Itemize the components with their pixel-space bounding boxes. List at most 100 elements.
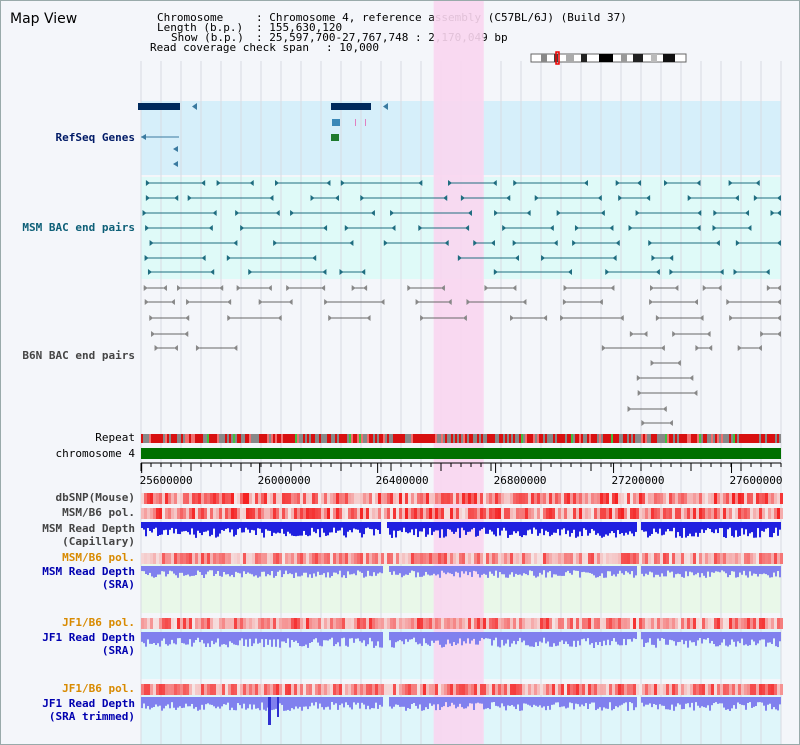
msm-b6-pol-cell — [168, 553, 171, 564]
jf1-b6-pol-cell — [366, 684, 369, 695]
dbsnp-cell — [615, 493, 618, 504]
msm-depth-cap-bar — [541, 522, 543, 529]
msm-depth-sra-bar — [481, 566, 483, 575]
repeat-segment — [557, 434, 559, 443]
jf1-depth-trim-bar — [227, 697, 229, 703]
jf1-b6-pol-cell — [594, 618, 597, 629]
msm-b6-pol-cell — [639, 553, 642, 564]
jf1-b6-pol-cell — [360, 618, 363, 629]
jf1-depth-trim-bar — [489, 697, 491, 710]
msm-b6-pol-cell — [255, 553, 258, 564]
msm-b6-pol-cell — [396, 553, 399, 564]
repeat-segment — [147, 434, 149, 443]
repeat-segment — [155, 434, 157, 443]
b6n-bac-end — [173, 345, 178, 351]
msm-b6-pol-cell — [489, 508, 492, 519]
dbsnp-cell — [606, 493, 609, 504]
jf1-b6-pol-cell — [210, 618, 213, 629]
dbsnp-cell — [693, 493, 696, 504]
jf1-depth-sra-bar — [481, 632, 483, 638]
dbsnp-cell — [567, 493, 570, 504]
jf1-depth-trim-bar — [251, 697, 253, 710]
jf1-depth-sra-bar — [711, 632, 713, 641]
jf1-depth-trim-bar — [245, 697, 247, 710]
jf1-b6-pol-cell — [144, 618, 147, 629]
msm-depth-sra-bar — [673, 566, 675, 578]
jf1-b6-pol-cell — [204, 684, 207, 695]
jf1-b6-pol-cell — [723, 618, 726, 629]
jf1-b6-pol-cell — [567, 618, 570, 629]
jf1-b6-pol-cell — [219, 618, 222, 629]
dbsnp-cell — [657, 493, 660, 504]
msm-b6-pol-cell — [393, 553, 396, 564]
jf1-depth-trim-bar — [323, 697, 325, 710]
jf1-b6-pol-cell — [606, 684, 609, 695]
msm-b6-pol-cell — [222, 553, 225, 564]
jf1-depth-trim-bar — [257, 697, 259, 709]
dbsnp-cell — [765, 493, 768, 504]
msm-b6-pol-cell — [192, 553, 195, 564]
msm-depth-sra-bar — [171, 566, 173, 572]
dbsnp-cell — [684, 493, 687, 504]
jf1-b6-pol-cell — [246, 618, 249, 629]
msm-depth-cap-bar — [525, 522, 527, 536]
msm-depth-cap-bar — [437, 522, 439, 531]
dbsnp-cell — [618, 493, 621, 504]
msm-bac-end — [212, 210, 217, 216]
jf1-depth-sra-bar — [343, 632, 345, 638]
track-label-jf1-depth-trim-2: (SRA trimmed) — [48, 710, 135, 723]
msm-b6-pol-cell — [276, 553, 279, 564]
msm-depth-cap-bar — [653, 522, 655, 529]
repeat-segment — [779, 434, 781, 443]
msm-b6-pol-cell — [624, 553, 627, 564]
jf1-depth-trim-bar — [487, 697, 489, 709]
dbsnp-cell — [276, 493, 279, 504]
jf1-b6-pol-cell — [171, 618, 174, 629]
jf1-depth-sra-bar — [253, 632, 255, 644]
msm-depth-sra-bar — [379, 566, 381, 573]
jf1-depth-sra-bar — [431, 632, 433, 641]
msm-bac-end — [733, 269, 738, 275]
jf1-b6-pol-cell — [249, 684, 252, 695]
jf1-depth-trim-bar — [585, 697, 587, 704]
msm-b6-pol-cell — [264, 553, 267, 564]
dbsnp-cell — [300, 493, 303, 504]
msm-bac-end — [502, 225, 507, 231]
jf1-b6-pol-cell — [579, 618, 582, 629]
dbsnp-cell — [249, 493, 252, 504]
jf1-b6-pol-cell — [150, 684, 153, 695]
msm-depth-sra-bar — [147, 566, 149, 576]
jf1-b6-pol-cell — [564, 684, 567, 695]
jf1-depth-sra-bar — [727, 632, 729, 647]
repeat-segment — [389, 434, 391, 443]
msm-depth-sra-bar — [575, 566, 577, 571]
dbsnp-cell — [660, 493, 663, 504]
msm-b6-pol-cell — [171, 553, 174, 564]
msm-depth-sra-bar — [585, 566, 587, 573]
msm-depth-sra-bar — [279, 566, 281, 571]
msm-b6-pol-cell — [591, 553, 594, 564]
jf1-b6-pol-cell — [141, 618, 144, 629]
msm-b6-pol-cell — [642, 553, 645, 564]
b6n-bac-end — [440, 285, 445, 291]
jf1-b6-pol-cell — [453, 684, 456, 695]
repeat-segment — [157, 434, 159, 443]
repeat-segment — [419, 434, 421, 443]
dbsnp-cell — [327, 493, 330, 504]
jf1-b6-pol-cell — [315, 618, 318, 629]
jf1-depth-trim-bar — [341, 697, 343, 704]
jf1-depth-trim-bar — [673, 697, 675, 711]
jf1-b6-pol-cell — [228, 618, 231, 629]
jf1-depth-sra-bar — [573, 632, 575, 641]
msm-b6-pol-cell — [777, 508, 780, 519]
msm-b6-pol-cell — [141, 508, 144, 519]
msm-bac-end — [669, 255, 674, 261]
repeat-segment — [619, 434, 621, 443]
b6n-bac-end — [627, 406, 632, 412]
msm-depth-cap-bar — [745, 522, 747, 530]
jf1-depth-trim-bar — [625, 697, 627, 703]
msm-b6-pol-cell — [420, 553, 423, 564]
jf1-depth-sra-bar — [655, 632, 657, 648]
dbsnp-cell — [198, 493, 201, 504]
